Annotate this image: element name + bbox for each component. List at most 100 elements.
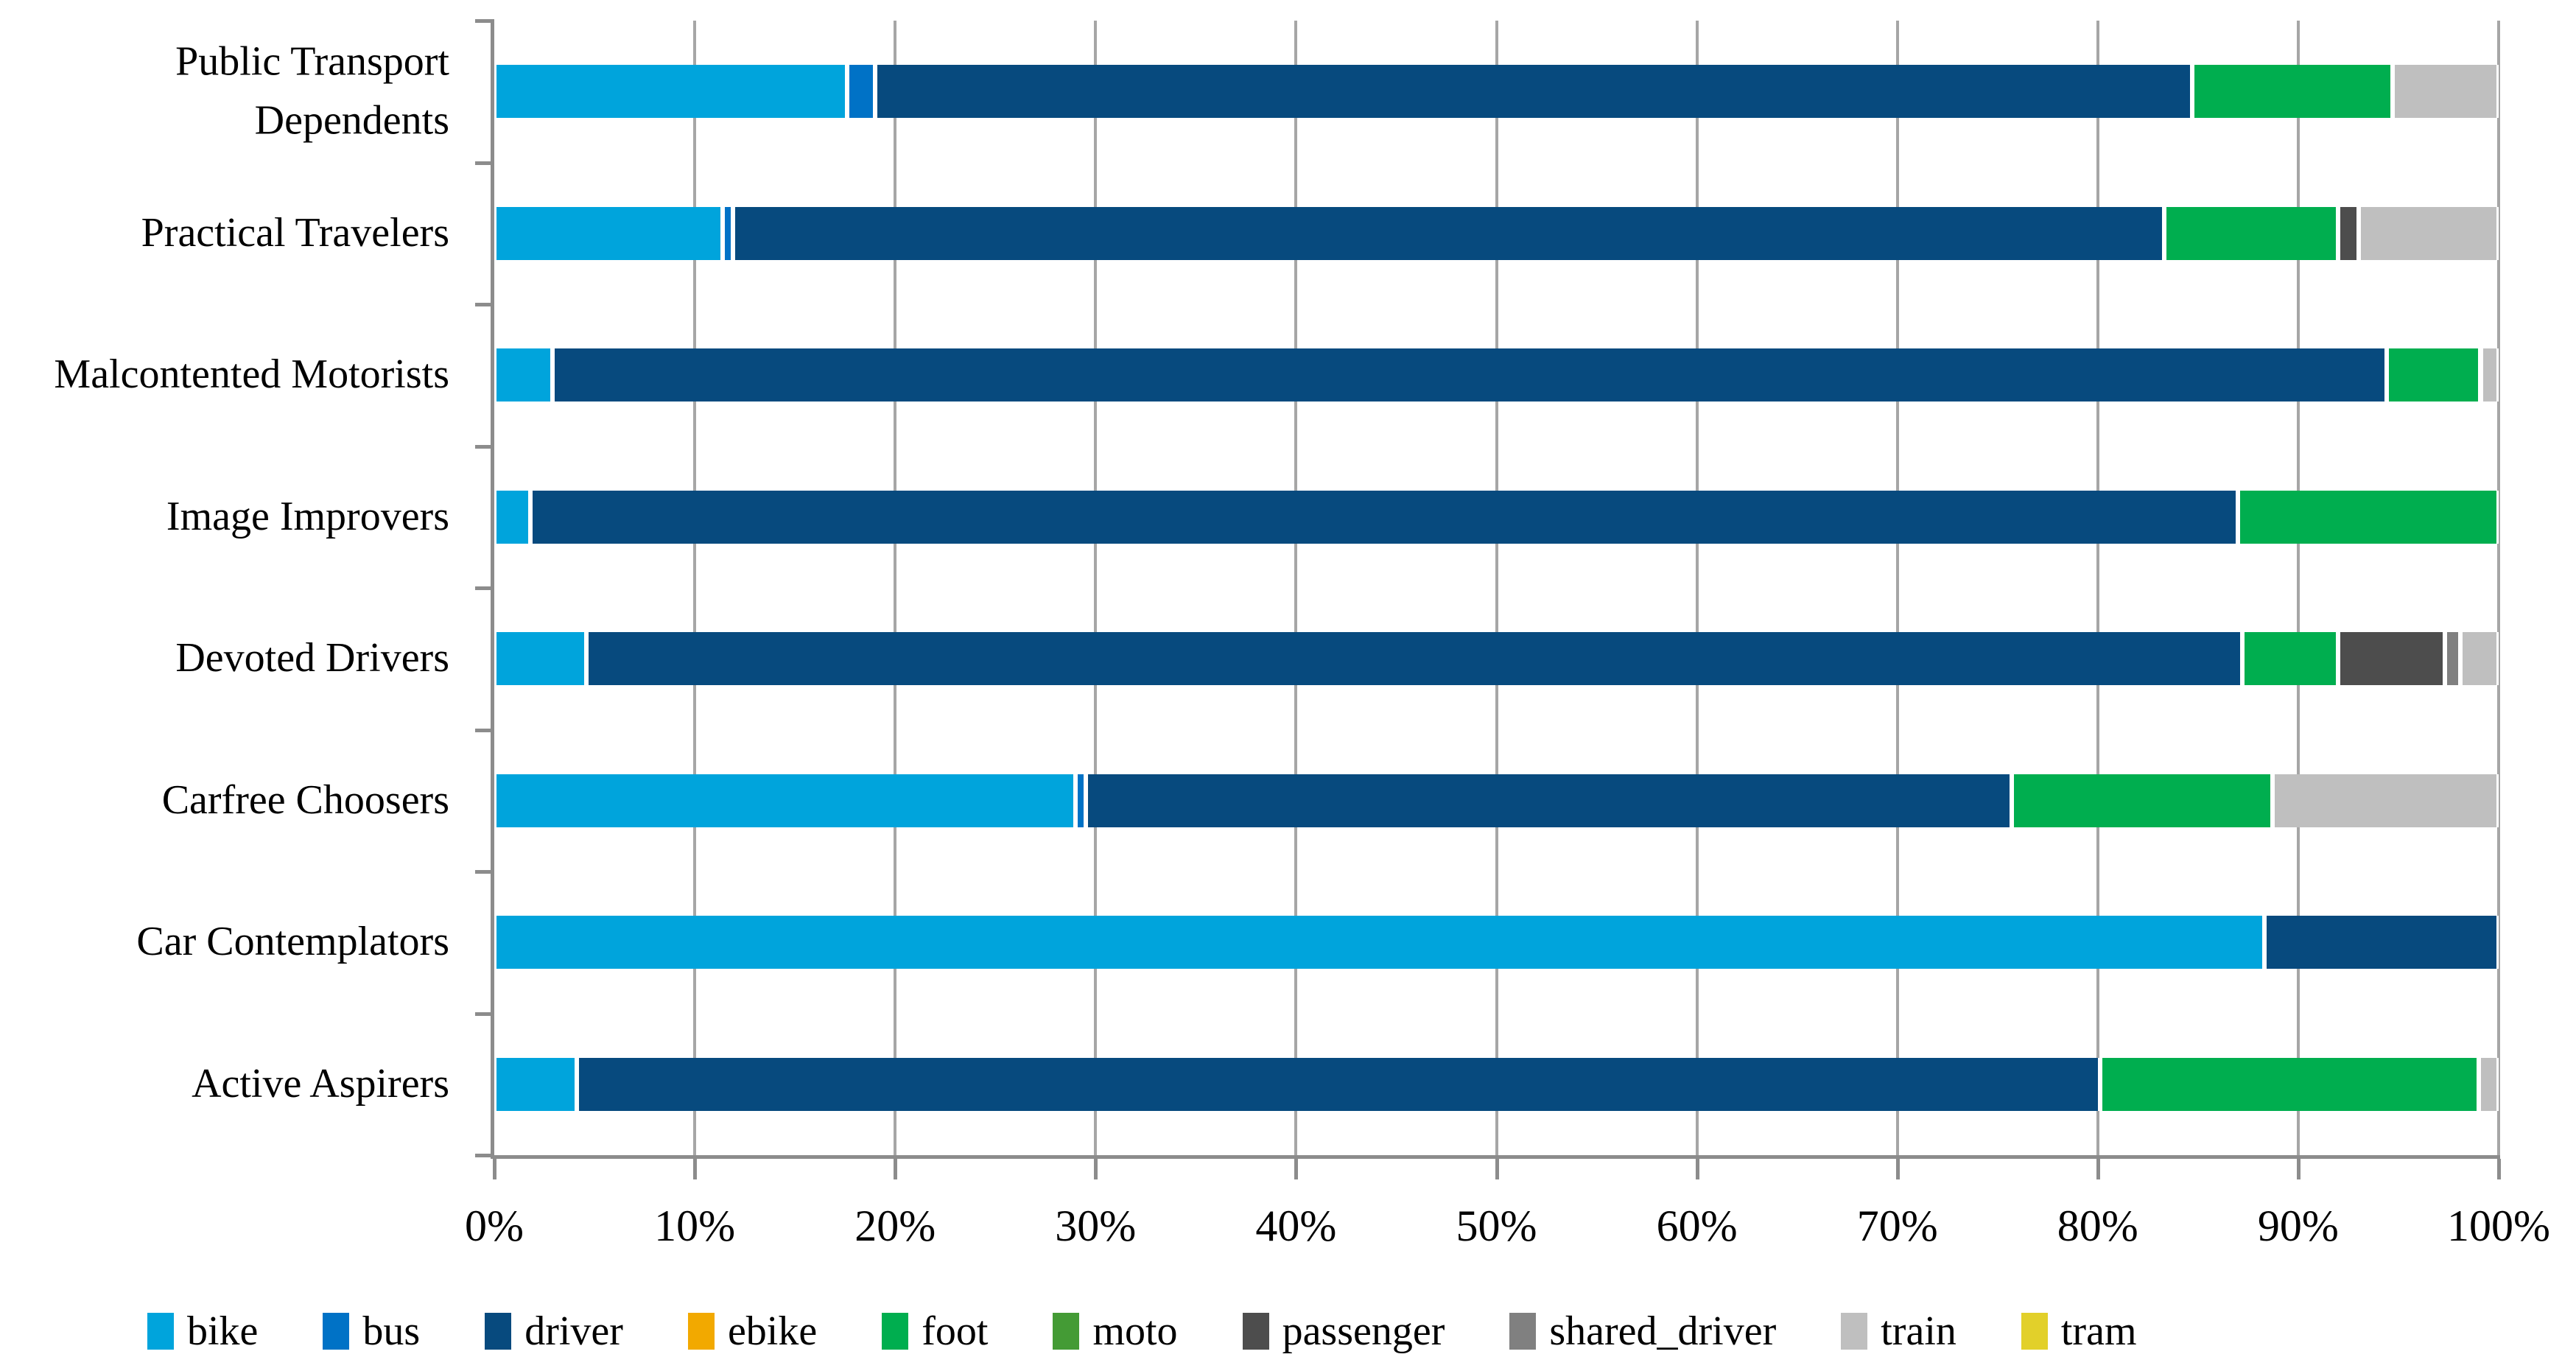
gridline-70% <box>1895 21 1899 1155</box>
segment-train <box>2460 632 2499 686</box>
x-axis-tick <box>1695 1159 1699 1179</box>
bar-carfree-choosers <box>494 774 2499 827</box>
y-axis-tick <box>475 303 494 306</box>
gridline-40% <box>1294 21 1298 1155</box>
x-tick-label: 30% <box>1055 1202 1137 1250</box>
x-tick-label: 100% <box>2447 1202 2550 1250</box>
segment-bike <box>494 65 847 119</box>
segment-driver <box>732 206 2164 260</box>
segment-passenger <box>2338 206 2359 260</box>
legend-swatch-foot <box>882 1313 909 1350</box>
category-label: Image Improvers <box>166 493 449 539</box>
legend-swatch-bike <box>147 1313 174 1350</box>
segment-bike <box>494 348 552 402</box>
legend-item-tram: tram <box>2021 1308 2137 1355</box>
segment-bus <box>723 206 733 260</box>
segment-bike <box>494 774 1076 827</box>
segment-train <box>2272 774 2499 827</box>
x-tick-label: 20% <box>854 1202 936 1250</box>
segment-driver <box>2264 916 2499 969</box>
segment-foot <box>2386 348 2481 402</box>
category-label: Carfree Choosers <box>161 776 449 823</box>
y-axis-tick <box>475 444 494 449</box>
legend-swatch-ebike <box>687 1313 715 1350</box>
segment-driver <box>576 1057 2100 1111</box>
gridline-10% <box>693 21 697 1155</box>
bar-image-improvers <box>494 490 2499 544</box>
legend-label: ebike <box>727 1308 818 1354</box>
legend-swatch-driver <box>485 1313 512 1350</box>
bar-active-aspirers <box>494 1057 2499 1111</box>
bar-public-transport-dependents <box>494 65 2499 119</box>
x-tick-label: 50% <box>1456 1202 1537 1250</box>
bar-practical-travelers <box>494 206 2499 260</box>
segment-foot <box>2242 632 2339 686</box>
legend-label: bus <box>362 1308 421 1354</box>
category-label: Car Contemplators <box>136 919 449 965</box>
legend-label: train <box>1881 1308 1956 1354</box>
legend-item-passenger: passenger <box>1242 1308 1445 1355</box>
y-axis-tick <box>475 1154 494 1157</box>
gridline-20% <box>894 21 897 1155</box>
x-tick-label: 90% <box>2257 1202 2339 1250</box>
x-axis-tick <box>894 1159 898 1179</box>
category-label: Devoted Drivers <box>175 635 449 681</box>
segment-foot <box>2011 774 2273 827</box>
gridline-80% <box>2096 21 2099 1155</box>
legend-swatch-train <box>1841 1313 1868 1350</box>
legend-item-bus: bus <box>323 1308 420 1355</box>
segment-train <box>2478 1057 2499 1111</box>
legend: bike bus driver ebike foot moto passenger share… <box>147 1298 2505 1364</box>
segment-train <box>2392 65 2499 119</box>
x-tick-label: 10% <box>654 1202 736 1250</box>
legend-label: bike <box>187 1308 259 1354</box>
y-axis-tick <box>475 161 494 165</box>
x-axis-tick <box>1495 1159 1499 1179</box>
category-label: Public Transport Dependents <box>175 38 449 144</box>
x-axis-tick <box>1094 1159 1098 1179</box>
segment-foot <box>2191 65 2393 119</box>
x-axis-tick <box>493 1159 496 1179</box>
segment-foot <box>2099 1057 2479 1111</box>
legend-item-foot: foot <box>882 1308 988 1355</box>
legend-label: foot <box>922 1308 989 1354</box>
segment-shared_driver <box>2444 632 2461 686</box>
x-tick-label: 0% <box>465 1202 524 1250</box>
segment-foot <box>2238 490 2499 544</box>
legend-label: moto <box>1092 1308 1178 1354</box>
legend-item-bike: bike <box>147 1308 258 1355</box>
segment-passenger <box>2338 632 2445 686</box>
legend-swatch-shared_driver <box>1509 1313 1537 1350</box>
x-tick-label: 70% <box>1856 1202 1938 1250</box>
segment-bike <box>494 632 587 686</box>
y-axis-tick <box>475 1011 494 1016</box>
y-axis-tick <box>475 586 494 590</box>
segment-bike <box>494 490 530 544</box>
segment-foot <box>2163 206 2339 260</box>
gridline-90% <box>2296 21 2300 1155</box>
legend-swatch-tram <box>2021 1313 2048 1350</box>
segment-bike <box>494 206 723 260</box>
segment-bike <box>494 1057 577 1111</box>
category-label: Malcontented Motorists <box>54 351 449 398</box>
segment-driver <box>530 490 2239 544</box>
legend-item-train: train <box>1841 1308 1956 1355</box>
x-tick-label: 80% <box>2057 1202 2138 1250</box>
bar-car-contemplators <box>494 916 2499 969</box>
y-axis-tick <box>475 870 494 874</box>
x-axis-tick <box>693 1159 698 1179</box>
x-axis-tick <box>2096 1159 2100 1179</box>
x-tick-label: 40% <box>1255 1202 1337 1250</box>
x-axis-line <box>491 1155 2500 1159</box>
legend-swatch-moto <box>1053 1313 1080 1350</box>
x-axis-tick <box>1895 1159 1900 1179</box>
segment-train <box>2358 206 2499 260</box>
y-axis-tick <box>475 728 494 732</box>
legend-swatch-bus <box>323 1313 350 1350</box>
segment-bike <box>494 916 2264 969</box>
x-axis-tick <box>1294 1159 1299 1179</box>
category-label: Active Aspirers <box>192 1060 449 1107</box>
segment-driver <box>552 348 2387 402</box>
segment-train <box>2480 348 2499 402</box>
